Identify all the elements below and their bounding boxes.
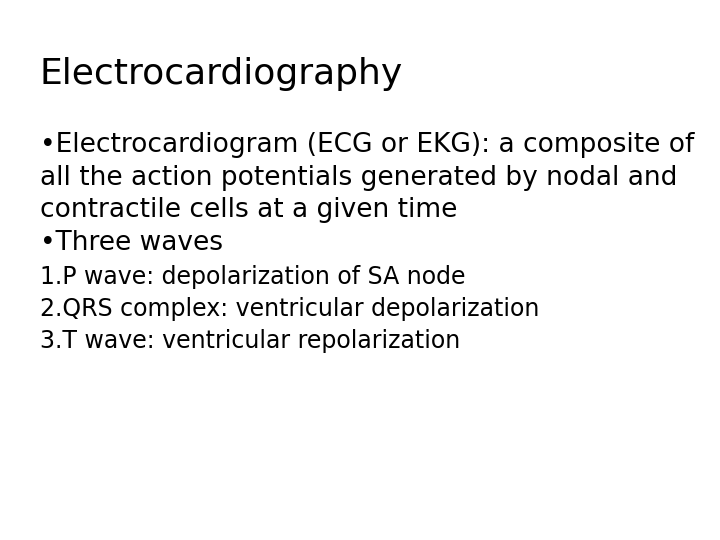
Text: 3.T wave: ventricular repolarization: 3.T wave: ventricular repolarization: [40, 329, 460, 353]
Text: •Three waves: •Three waves: [40, 230, 222, 255]
Text: 1.P wave: depolarization of SA node: 1.P wave: depolarization of SA node: [40, 265, 465, 288]
Text: all the action potentials generated by nodal and: all the action potentials generated by n…: [40, 165, 677, 191]
Text: contractile cells at a given time: contractile cells at a given time: [40, 197, 457, 223]
Text: 2.QRS complex: ventricular depolarization: 2.QRS complex: ventricular depolarizatio…: [40, 297, 539, 321]
Text: •Electrocardiogram (ECG or EKG): a composite of: •Electrocardiogram (ECG or EKG): a compo…: [40, 132, 694, 158]
Text: Electrocardiography: Electrocardiography: [40, 57, 403, 91]
